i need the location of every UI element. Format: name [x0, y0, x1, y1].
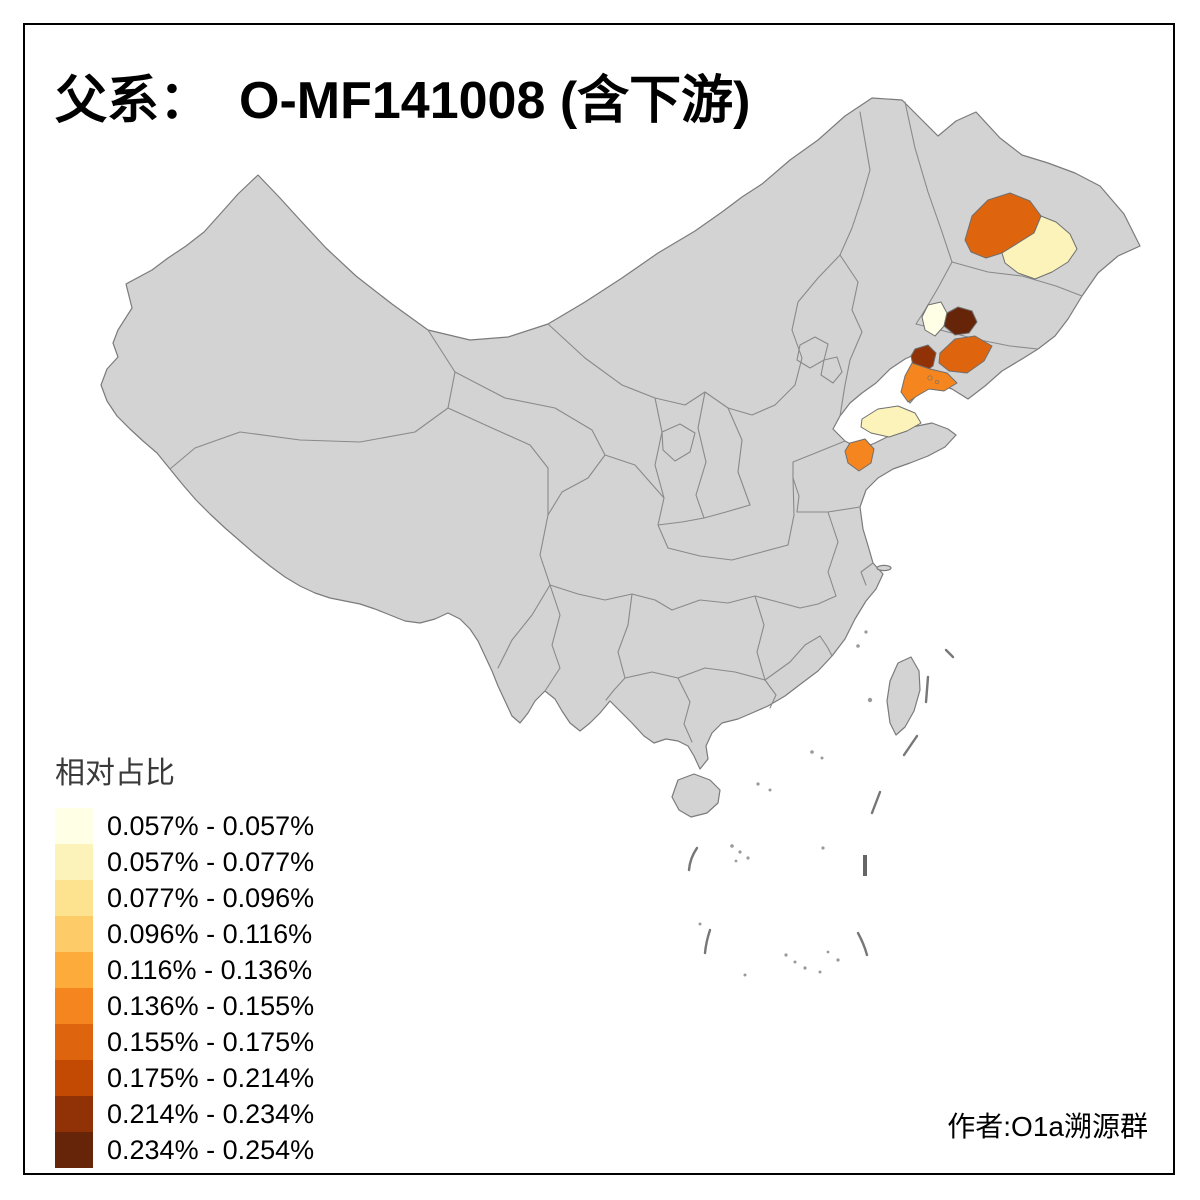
legend-item: 0.155% - 0.175%	[55, 1024, 314, 1060]
title-main: O-MF141008 (含下游)	[239, 72, 751, 130]
region-heilongjiang-east	[1001, 215, 1078, 280]
title-prefix: 父系：	[55, 73, 212, 130]
region-liaoning-southeast	[938, 335, 993, 374]
legend-swatch-rect	[55, 1096, 93, 1132]
legend-swatch-rect	[55, 988, 93, 1024]
legend-item-label: 0.136% - 0.155%	[107, 991, 315, 1021]
legend-swatch	[55, 844, 93, 880]
map-title: 父系： O-MF141008 (含下游)	[55, 58, 750, 133]
legend-item: 0.057% - 0.077%	[55, 844, 314, 880]
legend-swatch-rect	[55, 1132, 93, 1168]
legend-item-label: 0.077% - 0.096%	[107, 883, 315, 913]
legend-item: 0.214% - 0.234%	[55, 1096, 314, 1132]
plot-frame	[23, 23, 1175, 1175]
region-liaoning-northeast	[943, 306, 978, 336]
legend-swatch	[55, 1024, 93, 1060]
legend-item: 0.077% - 0.096%	[55, 880, 314, 916]
legend-title: 相对占比	[55, 757, 175, 790]
taiwan-island-shape	[886, 656, 921, 736]
legend-item: 0.175% - 0.214%	[55, 1060, 314, 1096]
region-shandong-peninsula	[860, 405, 922, 438]
legend-swatch	[55, 952, 93, 988]
legend-item-label: 0.155% - 0.175%	[107, 1027, 315, 1057]
legend-item-label: 0.175% - 0.214%	[107, 1063, 315, 1093]
legend-item-label: 0.116% - 0.136%	[107, 955, 313, 985]
legend-swatch	[55, 1060, 93, 1096]
mainland-china-shape	[100, 97, 1141, 770]
islet-peninsula-1	[927, 375, 933, 381]
islet-peninsula-2	[934, 379, 940, 385]
legend-item-label: 0.057% - 0.057%	[107, 811, 315, 841]
colored-prefecture-regions	[844, 192, 1078, 472]
legend-item-label: 0.057% - 0.077%	[107, 847, 315, 877]
legend: 相对占比 0.057% - 0.057% 0.057% - 0.077% 0.0…	[55, 748, 314, 1168]
legend-swatch	[55, 916, 93, 952]
legend-swatch	[55, 808, 93, 844]
legend-item-label: 0.234% - 0.254%	[107, 1135, 315, 1165]
legend-item: 0.116% - 0.136%	[55, 952, 314, 988]
legend-swatch-rect	[55, 916, 93, 952]
legend-swatch-rect	[55, 952, 93, 988]
region-liaoning-central	[921, 301, 948, 337]
nine-dash-line	[687, 648, 955, 957]
legend-item: 0.096% - 0.116%	[55, 916, 314, 952]
legend-swatch-rect	[55, 844, 93, 880]
attribution-text: 作者:O1a溯源群	[947, 1111, 1148, 1142]
legend-item: 0.234% - 0.254%	[55, 1132, 314, 1168]
hainan-island-shape	[671, 773, 721, 818]
legend-swatch	[55, 988, 93, 1024]
legend-swatch-rect	[55, 880, 93, 916]
legend-swatch-rect	[55, 1060, 93, 1096]
legend-swatch-rect	[55, 1024, 93, 1060]
legend-item: 0.057% - 0.057%	[55, 808, 314, 844]
small-islands	[698, 630, 873, 977]
legend-rows: 0.057% - 0.057% 0.057% - 0.077% 0.077% -…	[55, 808, 314, 1168]
legend-swatch-rect	[55, 808, 93, 844]
region-shandong-south-coast	[844, 438, 875, 472]
region-liaoning-peninsula	[900, 362, 958, 403]
legend-item-label: 0.214% - 0.234%	[107, 1099, 315, 1129]
legend-item: 0.136% - 0.155%	[55, 988, 314, 1024]
legend-swatch	[55, 1132, 93, 1168]
legend-item-label: 0.096% - 0.116%	[107, 919, 313, 949]
legend-swatch	[55, 880, 93, 916]
legend-swatch	[55, 1096, 93, 1132]
yangtze-mouth-island	[876, 564, 892, 572]
